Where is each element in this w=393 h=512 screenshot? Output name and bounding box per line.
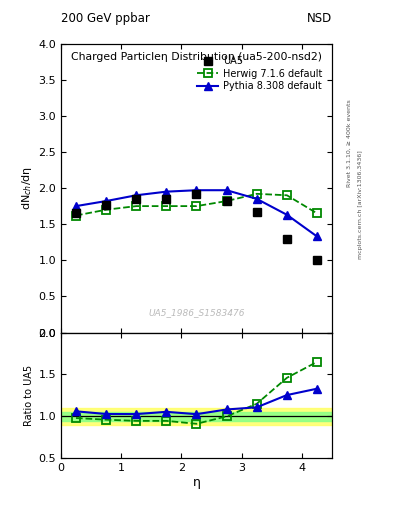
Text: mcplots.cern.ch [arXiv:1306.3436]: mcplots.cern.ch [arXiv:1306.3436]	[358, 151, 363, 259]
Herwig 7.1.6 default	[104, 207, 108, 213]
Line: Pythia 8.308 default: Pythia 8.308 default	[72, 186, 321, 241]
Herwig 7.1.6 default	[73, 212, 78, 219]
Herwig 7.1.6 default	[164, 203, 169, 209]
UA5	[254, 209, 259, 215]
Text: Rivet 3.1.10, ≥ 400k events: Rivet 3.1.10, ≥ 400k events	[347, 99, 352, 187]
Pythia 8.308 default	[164, 188, 169, 195]
Text: 200 GeV ppbar: 200 GeV ppbar	[61, 12, 150, 25]
Text: NSD: NSD	[307, 12, 332, 25]
X-axis label: η: η	[193, 476, 200, 489]
UA5	[224, 198, 229, 204]
Line: Herwig 7.1.6 default: Herwig 7.1.6 default	[72, 190, 321, 219]
Herwig 7.1.6 default	[315, 210, 320, 217]
Herwig 7.1.6 default	[194, 203, 199, 209]
Line: UA5: UA5	[72, 190, 321, 264]
UA5	[73, 210, 78, 217]
Text: Charged Particleη Distribution (ua5-200-nsd2): Charged Particleη Distribution (ua5-200-…	[71, 52, 322, 62]
Bar	[61, 408, 332, 425]
UA5	[315, 257, 320, 263]
Pythia 8.308 default	[224, 187, 229, 194]
Pythia 8.308 default	[194, 187, 199, 194]
Herwig 7.1.6 default	[285, 192, 289, 198]
Pythia 8.308 default	[254, 196, 259, 202]
Herwig 7.1.6 default	[224, 198, 229, 204]
Pythia 8.308 default	[285, 211, 289, 218]
Legend: UA5, Herwig 7.1.6 default, Pythia 8.308 default: UA5, Herwig 7.1.6 default, Pythia 8.308 …	[195, 54, 325, 93]
UA5	[134, 196, 139, 202]
Herwig 7.1.6 default	[134, 203, 139, 209]
UA5	[285, 236, 289, 242]
Bar	[61, 412, 332, 420]
Herwig 7.1.6 default	[254, 191, 259, 197]
Y-axis label: Ratio to UA5: Ratio to UA5	[24, 365, 34, 426]
Text: UA5_1986_S1583476: UA5_1986_S1583476	[148, 308, 245, 317]
UA5	[104, 202, 108, 208]
Pythia 8.308 default	[315, 233, 320, 240]
Y-axis label: dN$_{ch}$/dη: dN$_{ch}$/dη	[20, 166, 34, 210]
UA5	[194, 191, 199, 197]
Pythia 8.308 default	[73, 203, 78, 209]
UA5	[164, 196, 169, 202]
Pythia 8.308 default	[104, 198, 108, 204]
Pythia 8.308 default	[134, 192, 139, 198]
